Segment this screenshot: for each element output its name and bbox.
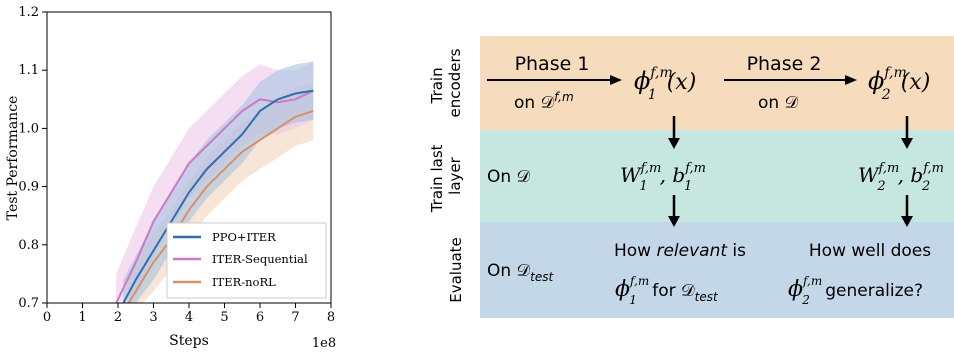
phase1-sub: on 𝒟f,m <box>514 90 574 113</box>
down-arrowhead-1b <box>668 216 680 227</box>
question-2-line1: How well does <box>809 241 931 261</box>
row-evaluate <box>480 222 954 318</box>
question-2-line2: ϕf,m 2 generalize? <box>788 274 923 307</box>
x-axis-label: Steps <box>169 333 209 349</box>
y-tick-label: 1.0 <box>18 121 39 136</box>
row-label-train-encoders: Train encoders <box>428 48 464 117</box>
legend-label-iter-norl: ITER-noRL <box>212 275 276 289</box>
phase2-sub: on 𝒟 <box>758 93 799 113</box>
x-tick-label: 1 <box>78 310 86 325</box>
phase1-arrowhead <box>610 75 622 85</box>
row-label-evaluate: Evaluate <box>447 237 465 303</box>
x-axis-scale-label: 1e8 <box>312 336 336 351</box>
phi2-symbol: ϕf,m 2 (x) <box>868 65 930 103</box>
x-tick-label: 8 <box>327 310 335 325</box>
y-axis-label: Test Performance <box>5 96 21 221</box>
row-train-last-layer <box>480 130 954 222</box>
x-tick-label: 2 <box>114 310 122 325</box>
row-label-line1: Train <box>428 67 446 104</box>
row-label-line2: encoders <box>446 48 464 117</box>
y-tick-label: 1.2 <box>18 5 39 20</box>
phase1-label: Phase 1 <box>515 53 590 75</box>
x-tick-label: 3 <box>149 310 157 325</box>
w1-b1: Wf,m 1, bf,m 1 <box>620 161 706 194</box>
series-line-iter-norl <box>127 109 314 303</box>
x-tick-label: 7 <box>291 310 299 325</box>
row-label-line2: layer <box>446 156 464 194</box>
legend-label-iter-sequential: ITER-Sequential <box>212 252 308 266</box>
x-tick-label: 6 <box>256 310 264 325</box>
phase2-arrowhead <box>845 75 857 85</box>
y-tick-label: 0.9 <box>18 180 39 195</box>
legend: PPO+ITER ITER-Sequential ITER-noRL <box>166 222 327 299</box>
series-lines <box>115 89 314 303</box>
w2-b2: Wf,m 2, bf,m 2 <box>858 161 944 194</box>
row-label-line1: Train last <box>428 144 446 213</box>
row-label-train-last-layer: Train last layer <box>428 140 464 214</box>
row-train-encoders <box>480 36 954 130</box>
x-axis-ticks: 0 1 2 3 4 5 6 7 8 <box>43 303 335 325</box>
x-tick-label: 0 <box>43 310 51 325</box>
legend-box <box>166 222 327 299</box>
x-tick-label: 5 <box>220 310 228 325</box>
line-chart: 0 1 2 3 4 5 6 7 8 0.7 0.8 0.9 1.0 1.1 1.2 Steps 1e8 T… <box>5 5 336 351</box>
down-arrowhead-2b <box>901 216 913 227</box>
eval-on-label: On 𝒟test <box>487 261 554 284</box>
series-line-ppo-iter <box>122 89 314 303</box>
question-1-line1: How relevant is <box>614 241 746 261</box>
y-axis-ticks: 0.7 0.8 0.9 1.0 1.1 1.2 <box>18 5 47 311</box>
phi1-symbol: ϕf,m 1 (x) <box>634 65 696 103</box>
down-arrowhead-1a <box>668 138 680 149</box>
question-1-line2: ϕf,m 1 for 𝒟test <box>615 274 719 307</box>
phase2-label: Phase 2 <box>747 53 822 75</box>
legend-label-ppo-iter: PPO+ITER <box>212 230 276 244</box>
y-tick-label: 0.7 <box>18 296 39 311</box>
series-line-iter-sequential <box>115 89 314 303</box>
pipeline-diagram: Train encoders Train last layer Evaluate… <box>428 36 954 318</box>
y-tick-label: 1.1 <box>18 63 39 78</box>
y-tick-label: 0.8 <box>18 238 39 253</box>
down-arrowhead-2a <box>901 138 913 149</box>
layer-on-label: On 𝒟 <box>487 167 531 187</box>
x-tick-label: 4 <box>185 310 193 325</box>
